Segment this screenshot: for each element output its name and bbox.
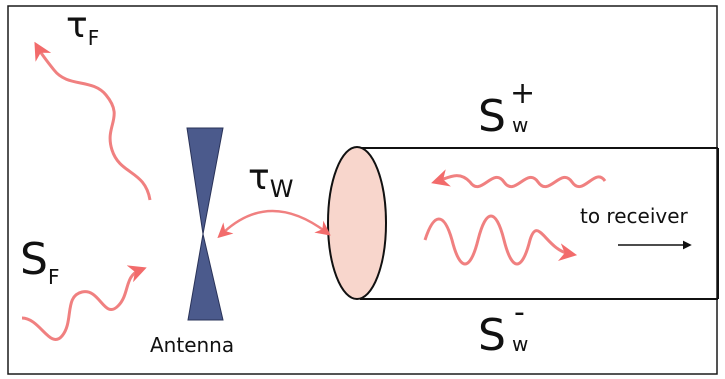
s-f-subscript: F [47,265,60,289]
s-w-plus-superscript: + [510,76,536,111]
tau-f-label: τF [66,5,99,49]
reflected-wave-icon [431,169,607,189]
tau-w-symbol: τ [248,157,270,198]
antenna-element [186,127,224,321]
s-w-minus-symbol: S [478,310,506,361]
incident-wave-icon [21,265,147,341]
s-w-plus-subscript: w [512,113,529,137]
s-w-minus-label: S - w [478,298,528,358]
s-w-minus-subscript: w [512,332,529,356]
s-f-symbol: S [20,234,48,285]
tau-w-label: τW [248,157,293,202]
transmitted-wave-icon [423,214,578,266]
tau-f-symbol: τ [66,5,88,46]
waveguide-port [327,146,387,300]
tau-f-subscript: F [87,26,100,50]
emitted-wave-icon [34,41,152,201]
coupling-double-arrow-icon [217,209,331,239]
s-f-label: SF [20,238,59,288]
tau-w-subscript: W [269,175,294,203]
antenna-label: Antenna [150,333,235,357]
s-w-plus-label: S + w [478,79,535,139]
s-w-minus-superscript: - [514,295,525,330]
s-w-plus-symbol: S [478,91,506,142]
to-receiver-label: to receiver [580,204,688,228]
